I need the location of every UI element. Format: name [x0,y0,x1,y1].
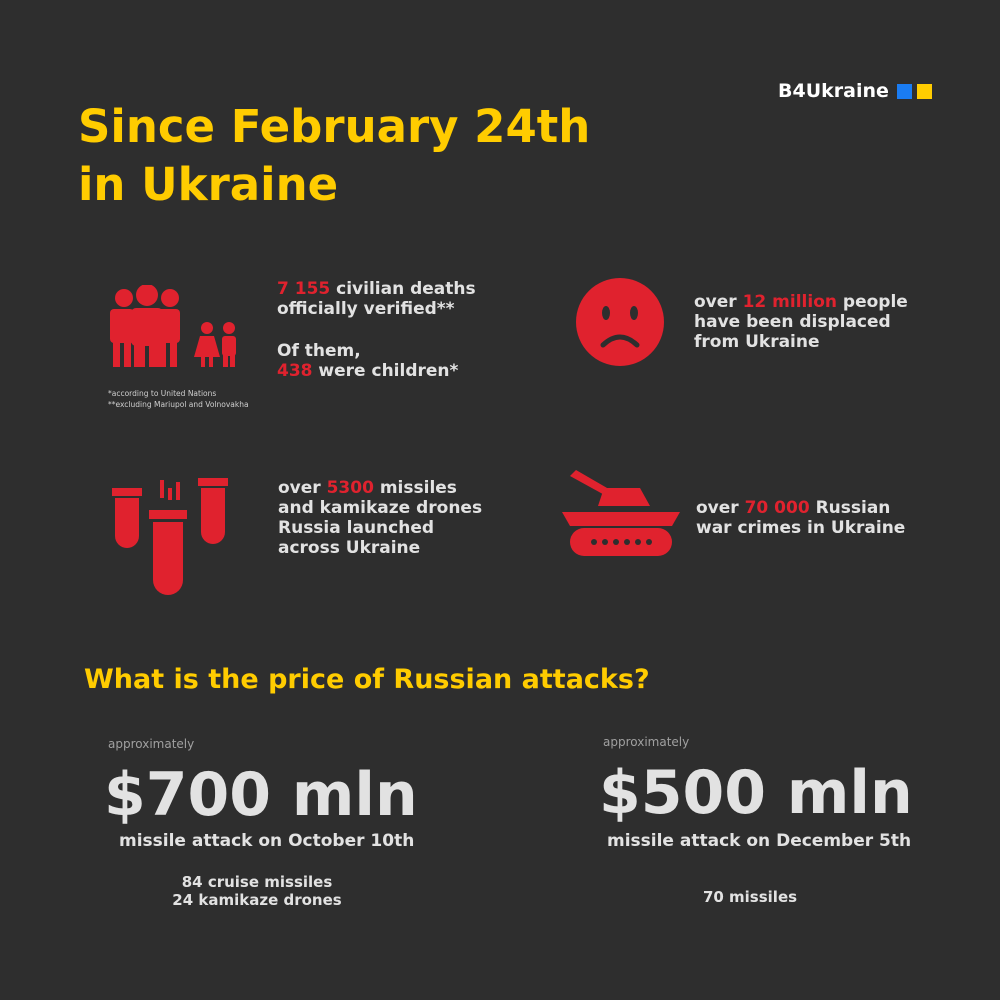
logo-blue-square [896,83,912,99]
missiles-pre: over [278,478,327,498]
footnote-1: *according to United Nations [108,389,217,398]
amount-2: $500 mln [599,758,913,828]
missiles-text-3: Russia launched [278,518,435,538]
missiles-text-4: across Ukraine [278,538,421,558]
approx-label-2: approximately [603,735,690,749]
price-heading: What is the price of Russian attacks? [84,664,650,695]
children-number: 438 [277,361,313,381]
displaced-text-2: have been displaced [694,312,891,332]
missiles-text: missiles [373,478,457,498]
crimes-text: Russian [809,498,891,518]
missiles-number: 5300 [326,478,374,498]
attack-label-1: missile attack on October 10th [119,831,415,851]
logo: B4Ukraine [778,80,932,102]
title-line-2: in Ukraine [78,158,339,211]
deaths-stat: 7 155 civilian deaths officially verifie… [277,279,476,381]
footnote-2: **excluding Mariupol and Volnovakha [108,400,249,409]
amount-1: $700 mln [104,760,418,830]
crimes-text-2: war crimes in Ukraine [696,518,906,538]
displaced-pre: over [694,292,743,312]
deaths-text-3: Of them, [277,341,361,361]
logo-yellow-square [916,83,932,99]
detail-1-1: 84 cruise missiles [181,873,333,891]
crimes-number: 70 000 [744,498,810,518]
attack-label-2: missile attack on December 5th [607,831,912,851]
sad-face-icon [576,278,664,366]
war-crimes-stat: over 70 000 Russian war crimes in Ukrain… [696,498,905,538]
displaced-text: people [836,292,908,312]
deaths-text-2: officially verified** [277,299,455,319]
deaths-text: civilian deaths [330,279,476,299]
logo-text: B4Ukraine [778,80,889,102]
displaced-number: 12 million [742,292,837,312]
tank-icon [562,470,680,556]
page-title: Since February 24th in Ukraine [78,98,590,214]
family-icon [110,285,236,367]
displaced-stat: over 12 million people have been displac… [694,292,908,352]
children-text: were children* [312,361,459,381]
attack-details-1: 84 cruise missiles 24 kamikaze drones [157,873,357,909]
bombs-icon [112,478,228,595]
missiles-text-2: and kamikaze drones [278,498,483,518]
detail-1-2: 24 kamikaze drones [172,891,342,909]
approx-label-1: approximately [108,737,195,751]
displaced-text-3: from Ukraine [694,332,820,352]
attack-details-2: 70 missiles [650,888,850,906]
detail-2-1: 70 missiles [702,888,798,906]
missiles-stat: over 5300 missiles and kamikaze drones R… [278,478,482,558]
deaths-number: 7 155 [277,279,331,299]
footnotes: *according to United Nations **excluding… [108,388,249,410]
crimes-pre: over [696,498,745,518]
title-line-1: Since February 24th [78,100,591,153]
